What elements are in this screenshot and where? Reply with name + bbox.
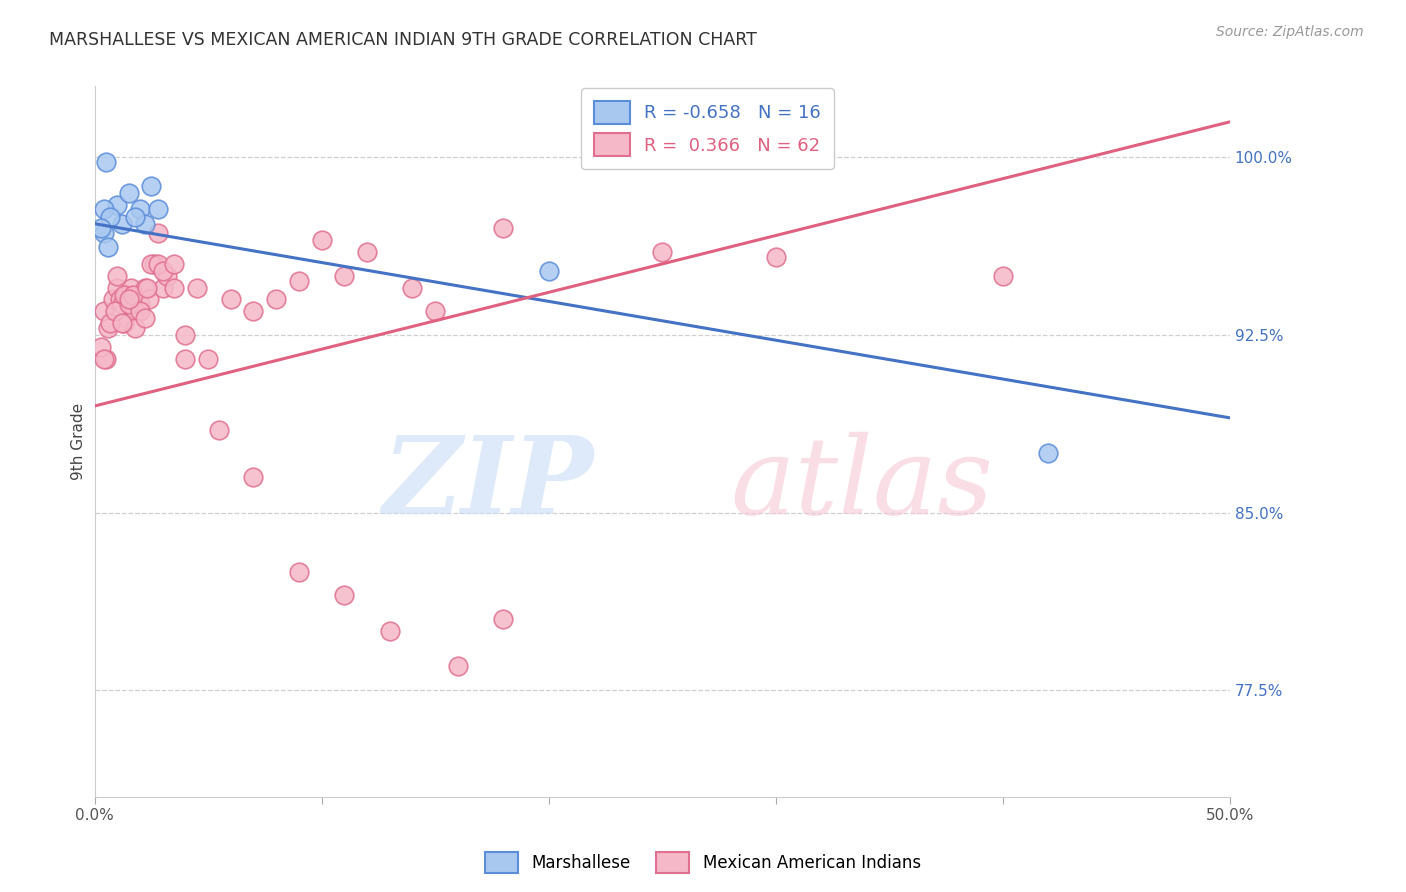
Point — [111, 316, 134, 330]
Point — [242, 304, 264, 318]
Point — [197, 351, 219, 366]
Point — [142, 257, 165, 271]
Point — [129, 297, 152, 311]
Point — [115, 287, 138, 301]
Point — [146, 226, 169, 240]
Point — [100, 210, 122, 224]
Point — [104, 304, 127, 318]
Point — [264, 293, 287, 307]
Point — [401, 280, 423, 294]
Point — [90, 221, 112, 235]
Point — [117, 293, 139, 307]
Point — [174, 351, 197, 366]
Point — [423, 304, 446, 318]
Text: atlas: atlas — [730, 432, 993, 537]
Point — [333, 268, 356, 283]
Point — [134, 280, 156, 294]
Point — [174, 328, 197, 343]
Point — [105, 268, 128, 283]
Point — [93, 304, 115, 318]
Point — [134, 311, 156, 326]
Point — [141, 257, 163, 271]
Point — [105, 280, 128, 294]
Point — [651, 245, 673, 260]
Point — [129, 202, 152, 217]
Point — [156, 268, 179, 283]
Point — [288, 273, 311, 287]
Point — [97, 240, 120, 254]
Point — [112, 287, 135, 301]
Point — [129, 304, 152, 318]
Point — [219, 293, 242, 307]
Point — [97, 321, 120, 335]
Point — [492, 612, 515, 626]
Point — [356, 245, 378, 260]
Point — [163, 280, 186, 294]
Point — [208, 423, 231, 437]
Point — [186, 280, 208, 294]
Text: Source: ZipAtlas.com: Source: ZipAtlas.com — [1216, 25, 1364, 39]
Point — [146, 257, 169, 271]
Point — [135, 280, 157, 294]
Point — [124, 210, 146, 224]
Point — [311, 233, 333, 247]
Point — [152, 264, 174, 278]
Point — [117, 293, 139, 307]
Point — [93, 351, 115, 366]
Point — [94, 155, 117, 169]
Point — [117, 186, 139, 200]
Point — [134, 217, 156, 231]
Point — [1036, 446, 1059, 460]
Point — [146, 202, 169, 217]
Point — [242, 470, 264, 484]
Point — [105, 198, 128, 212]
Point — [447, 659, 470, 673]
Point — [163, 257, 186, 271]
Point — [492, 221, 515, 235]
Y-axis label: 9th Grade: 9th Grade — [72, 403, 86, 480]
Point — [108, 293, 131, 307]
Point — [94, 351, 117, 366]
Point — [111, 297, 134, 311]
Point — [117, 297, 139, 311]
Point — [138, 293, 160, 307]
Point — [90, 340, 112, 354]
Point — [93, 202, 115, 217]
Point — [152, 280, 174, 294]
Point — [537, 264, 560, 278]
Point — [112, 316, 135, 330]
Point — [378, 624, 401, 638]
Legend: Marshallese, Mexican American Indians: Marshallese, Mexican American Indians — [478, 846, 928, 880]
Point — [100, 316, 122, 330]
Point — [141, 178, 163, 193]
Point — [333, 589, 356, 603]
Text: MARSHALLESE VS MEXICAN AMERICAN INDIAN 9TH GRADE CORRELATION CHART: MARSHALLESE VS MEXICAN AMERICAN INDIAN 9… — [49, 31, 756, 49]
Point — [288, 565, 311, 579]
Point — [124, 321, 146, 335]
Point — [765, 250, 787, 264]
Legend: R = -0.658   N = 16, R =  0.366   N = 62: R = -0.658 N = 16, R = 0.366 N = 62 — [581, 88, 834, 169]
Point — [101, 293, 124, 307]
Point — [111, 217, 134, 231]
Point — [122, 287, 145, 301]
Point — [124, 304, 146, 318]
Point — [93, 226, 115, 240]
Text: ZIP: ZIP — [382, 431, 595, 537]
Point — [120, 280, 142, 294]
Point — [991, 268, 1014, 283]
